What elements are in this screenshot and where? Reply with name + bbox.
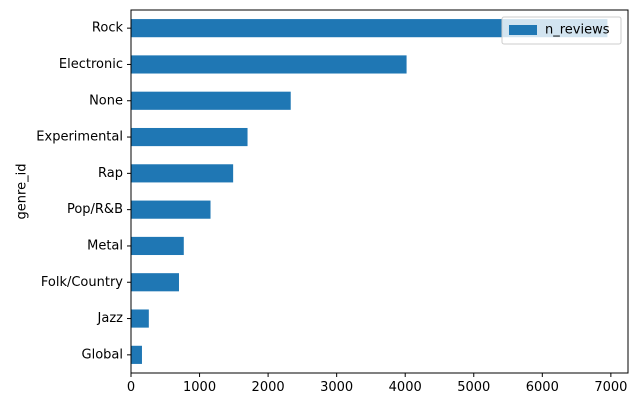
y-tick-label: Electronic <box>59 57 123 72</box>
y-tick-label: Metal <box>87 238 123 253</box>
bar-pop-r-b <box>131 200 211 219</box>
bar-jazz <box>131 309 149 328</box>
x-tick-label: 2000 <box>252 380 285 395</box>
bar-rock <box>131 19 608 38</box>
y-tick-label: Experimental <box>36 130 123 145</box>
x-tick-label: 6000 <box>526 380 559 395</box>
y-tick-label: None <box>89 93 123 108</box>
y-tick-label: Folk/Country <box>41 275 123 290</box>
x-tick-label: 0 <box>127 380 135 395</box>
legend-swatch <box>509 25 537 35</box>
y-tick-label: Global <box>82 347 123 362</box>
x-tick-label: 7000 <box>594 380 627 395</box>
bar-global <box>131 345 142 364</box>
bar-none <box>131 91 291 110</box>
x-tick-label: 3000 <box>320 380 353 395</box>
legend-box <box>501 16 622 45</box>
y-tick-label: Rap <box>98 166 123 181</box>
y-tick-label: Pop/R&B <box>67 202 123 217</box>
x-tick-label: 5000 <box>457 380 490 395</box>
legend-label: n_reviews <box>545 23 610 38</box>
bar-folk-country <box>131 273 179 292</box>
bar-rap <box>131 164 234 183</box>
legend: n_reviews <box>501 16 622 45</box>
x-axis-ticks: 0 1000 2000 3000 4000 5000 6000 7000 <box>127 373 627 395</box>
bar-metal <box>131 236 184 256</box>
bars-group <box>131 19 608 364</box>
x-tick-label: 1000 <box>183 380 216 395</box>
y-axis-ticks: Global Jazz Folk/Country Metal Pop/R&B Rap Exp… <box>36 21 131 362</box>
y-tick-label: Jazz <box>97 311 124 326</box>
y-tick-label: Rock <box>92 21 124 36</box>
y-axis-label: genre_id <box>15 164 30 220</box>
plot-frame <box>130 9 629 374</box>
x-tick-label: 4000 <box>389 380 422 395</box>
bar-electronic <box>131 55 407 74</box>
bar-experimental <box>131 127 248 147</box>
